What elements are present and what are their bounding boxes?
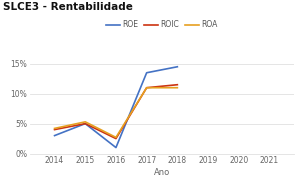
ROA [145,87,148,89]
ROIC [145,87,148,89]
ROE [145,72,148,74]
Line: ROE: ROE [55,67,177,148]
ROE [114,147,118,149]
ROIC [176,84,179,86]
ROA [114,136,118,139]
ROIC [53,129,56,131]
Line: ROIC: ROIC [55,85,177,139]
X-axis label: Ano: Ano [154,168,170,177]
ROE [53,134,56,137]
ROA [53,127,56,130]
ROIC [114,137,118,140]
ROE [83,122,87,125]
ROA [176,87,179,89]
Line: ROA: ROA [55,88,177,137]
ROIC [83,122,87,125]
ROA [83,121,87,123]
Text: SLCE3 - Rentabilidade: SLCE3 - Rentabilidade [3,2,133,12]
ROE [176,66,179,68]
Legend: ROE, ROIC, ROA: ROE, ROIC, ROA [103,17,221,32]
